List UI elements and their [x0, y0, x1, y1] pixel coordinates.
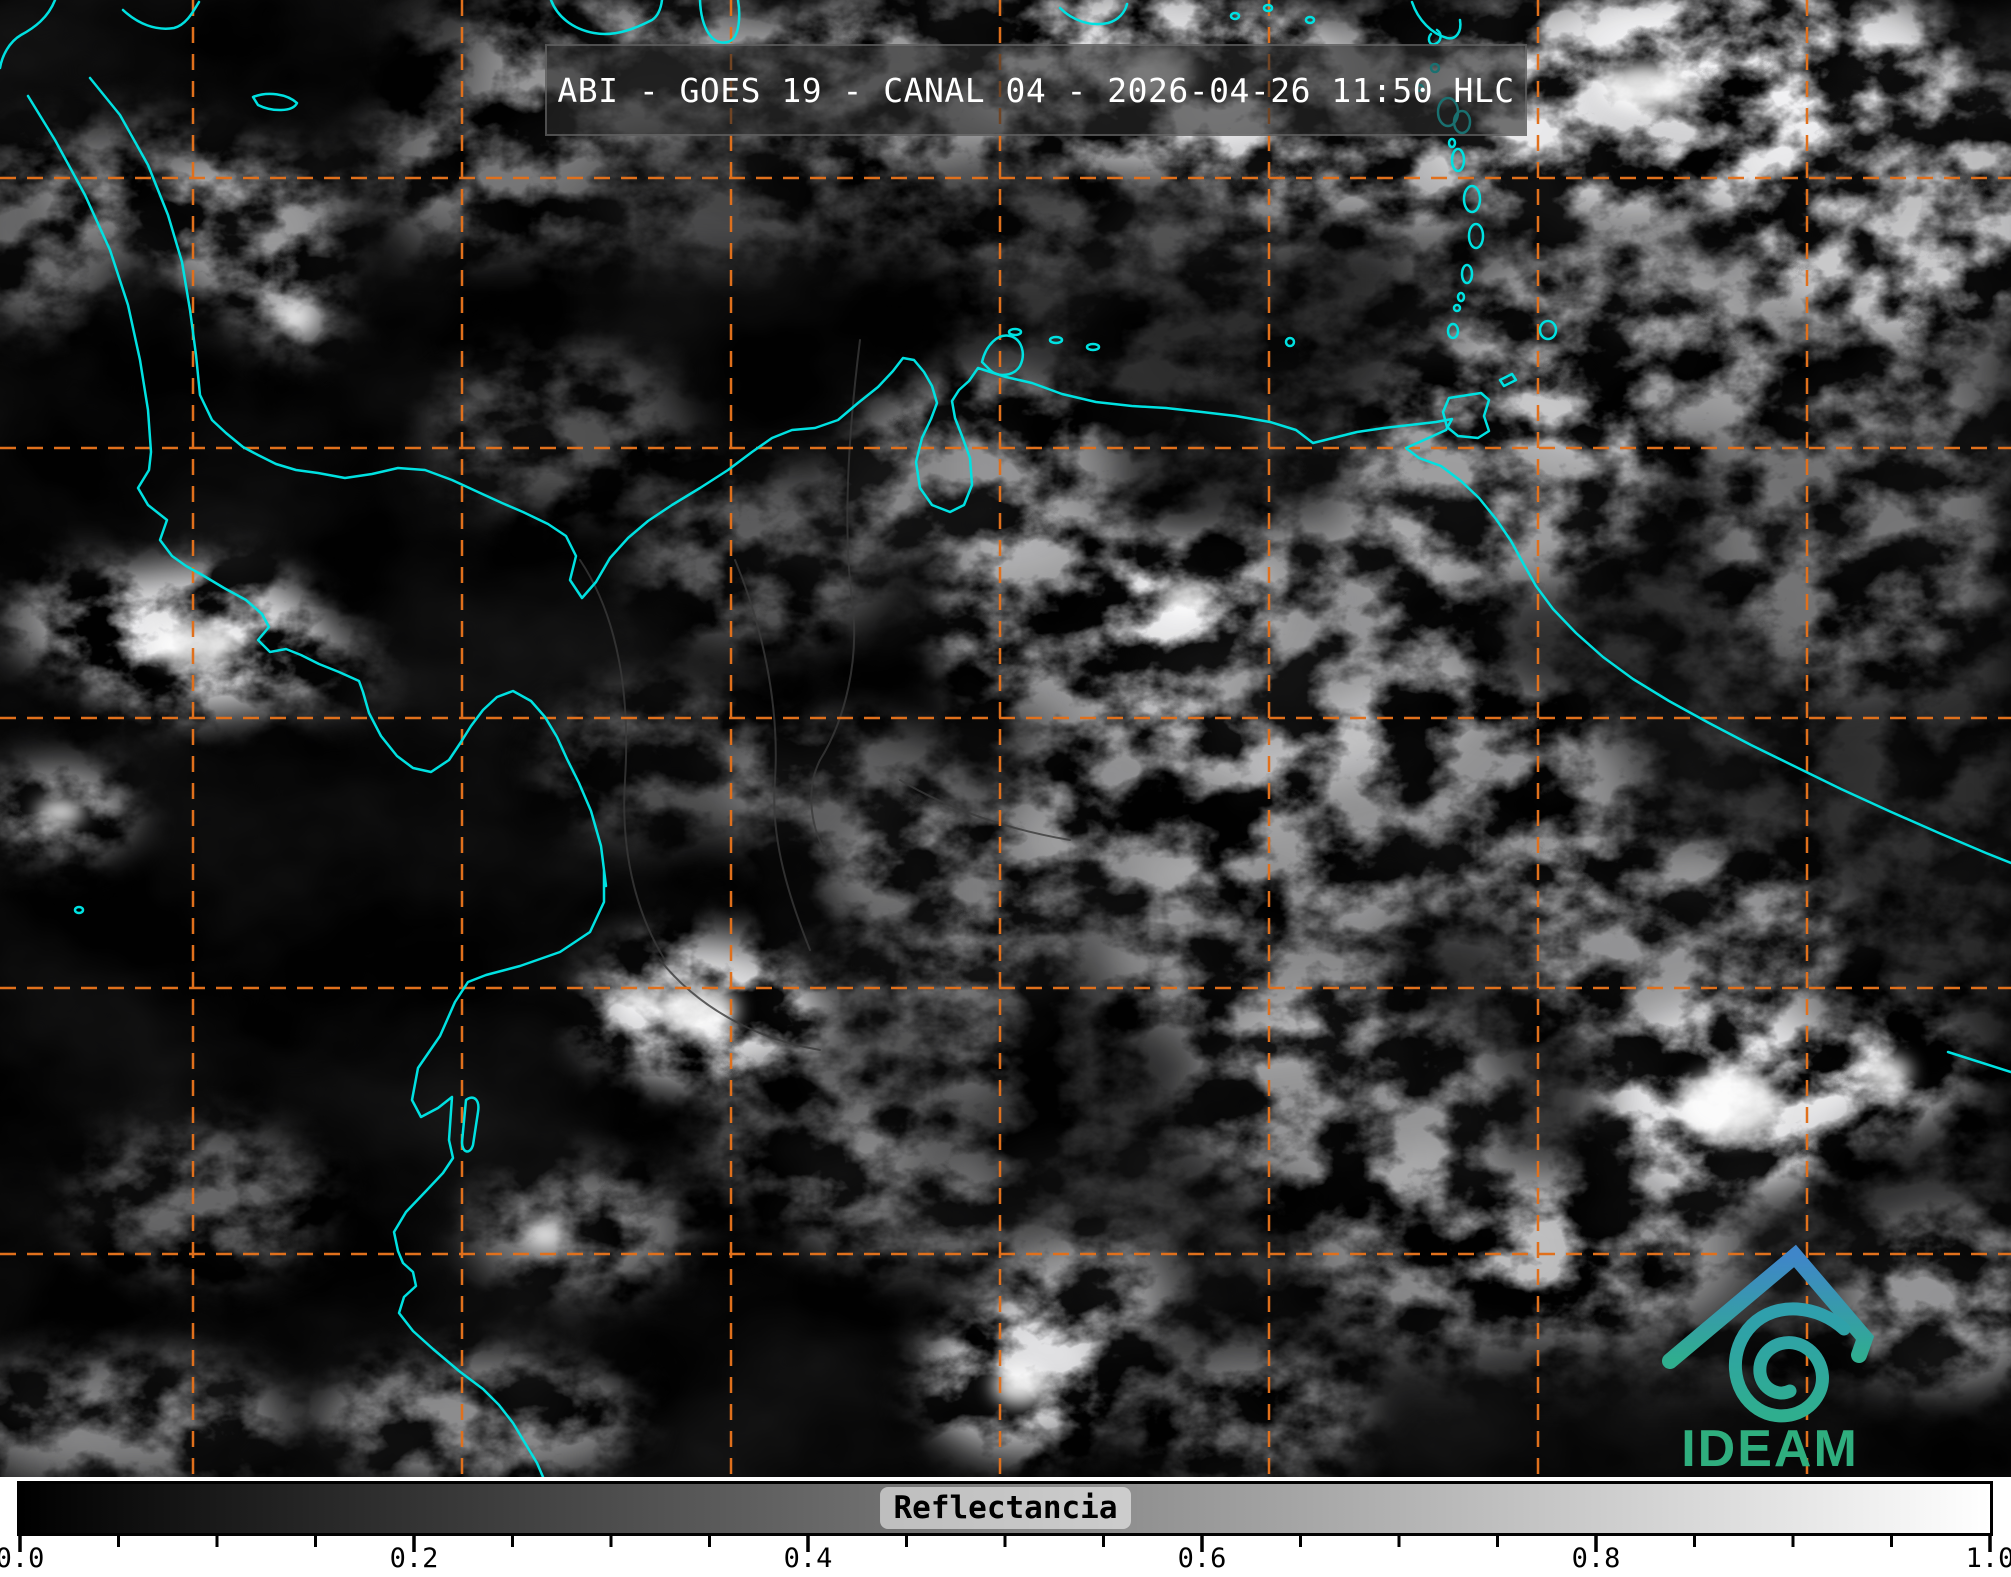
colorbar-strip: Reflectancia [0, 1477, 2011, 1577]
coastline-layer [0, 0, 2011, 1477]
hurricane-spiral-icon [1728, 1302, 1851, 1423]
mountain-icon [1662, 1244, 1875, 1369]
country-borders-layer [579, 339, 1071, 1051]
colorbar-ticks [18, 1536, 1992, 1552]
product-title: ABI - GOES 19 - CANAL 04 - 2026-04-26 11… [557, 70, 1515, 110]
cloud-field-layer [0, 0, 2011, 1477]
colorbar-tick-label: 0.2 [389, 1543, 439, 1574]
ideam-logo-graphic [1662, 1244, 1875, 1423]
latlon-gridlines [0, 0, 2011, 1477]
colorbar-tick-label: 0.8 [1571, 1543, 1621, 1574]
colorbar-tick-label: 0.4 [783, 1543, 833, 1574]
title-banner: ABI - GOES 19 - CANAL 04 - 2026-04-26 11… [545, 44, 1527, 136]
colorbar-tick-label: 0.6 [1177, 1543, 1227, 1574]
colorbar-label: Reflectancia [893, 1490, 1118, 1526]
satellite-map-canvas [0, 0, 2011, 1477]
colorbar-label-box: Reflectancia [879, 1487, 1132, 1529]
ideam-logo: IDEAM [1648, 1243, 1892, 1477]
ideam-logo-text: IDEAM [1681, 1420, 1859, 1478]
satellite-map [0, 0, 2011, 1477]
colorbar-tick-label: 1.0 [1965, 1543, 2011, 1574]
colorbar-tick-label: 0.0 [0, 1543, 45, 1574]
